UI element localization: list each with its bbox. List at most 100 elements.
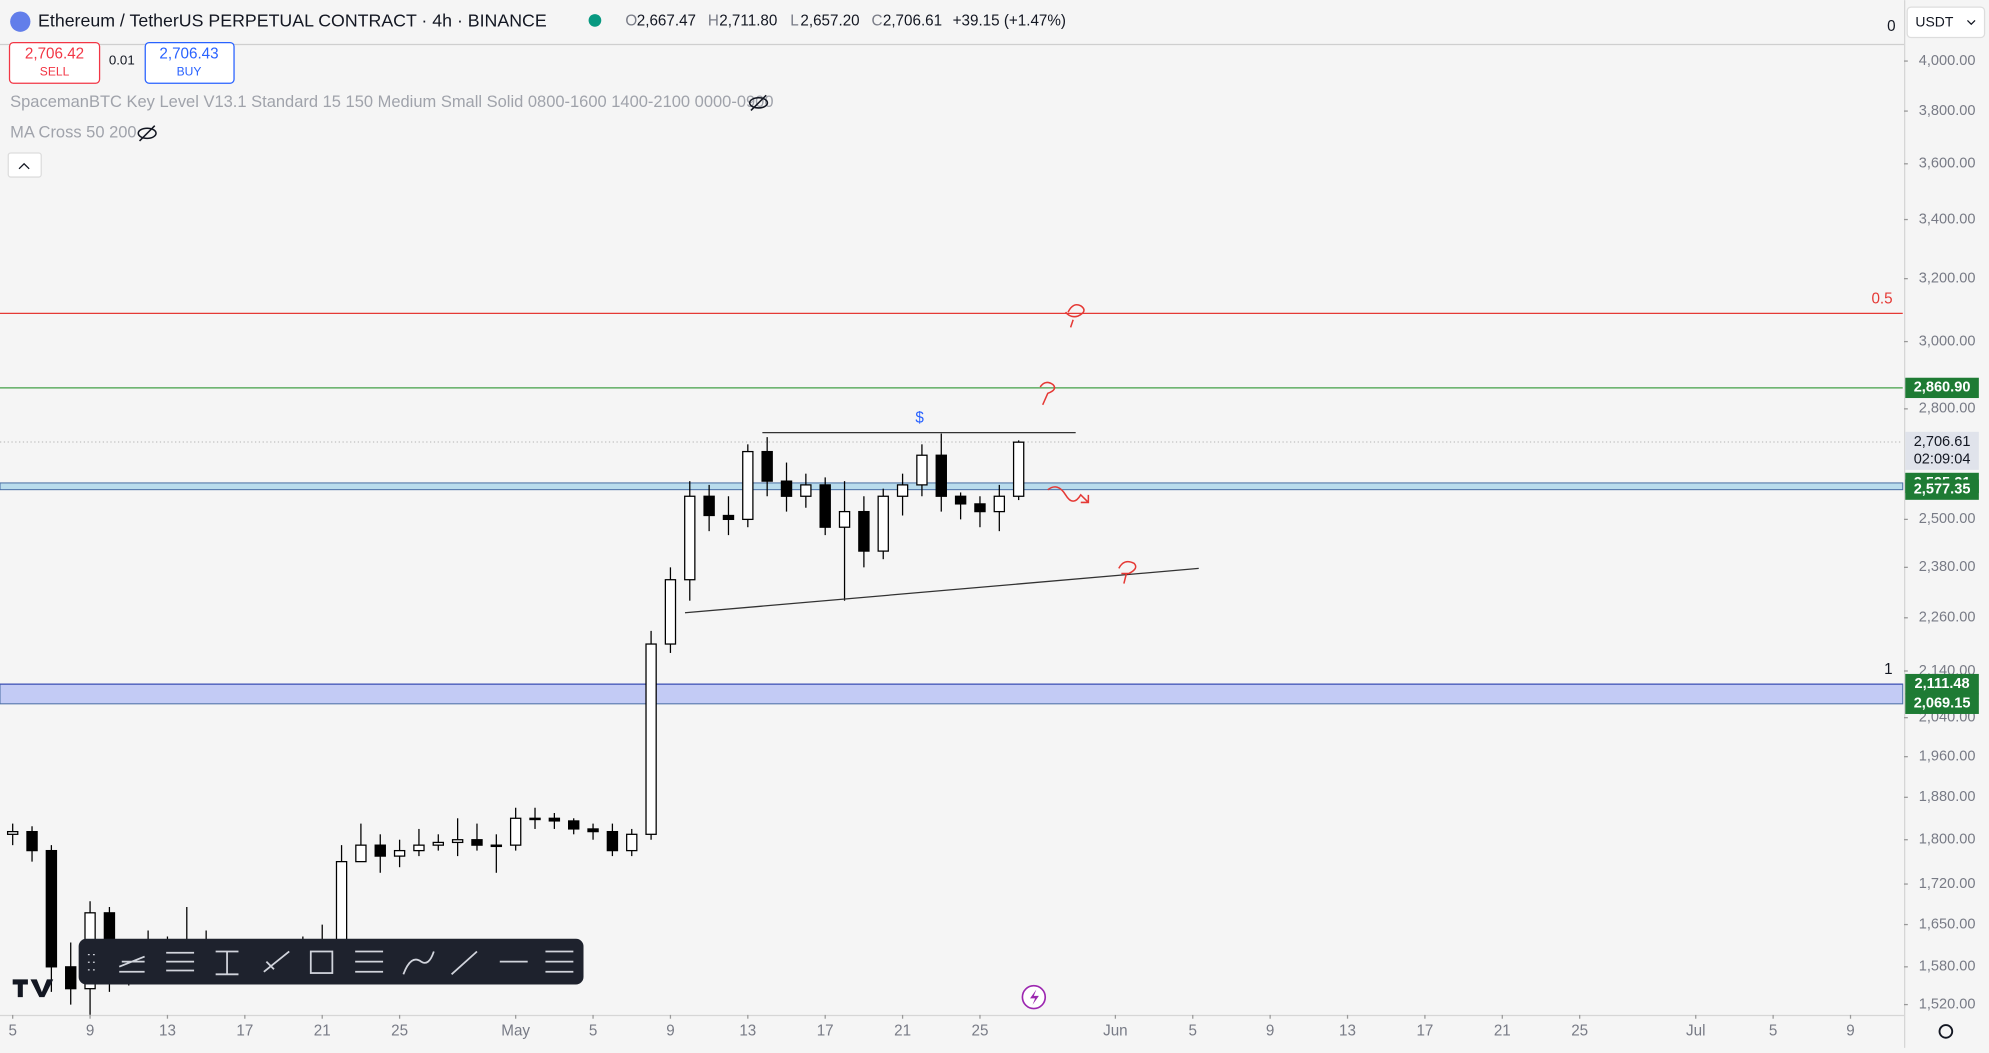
candle-body [393, 849, 406, 857]
y-tick-label: 1,580.00 [1919, 959, 1976, 975]
candle-body [819, 484, 831, 528]
y-tick-label: 3,000.00 [1919, 333, 1976, 349]
price-tag-label: 2,577.35 [1914, 482, 1971, 498]
settings-button[interactable] [1938, 1024, 1954, 1039]
drag-handle[interactable] [87, 954, 95, 971]
collapse-icon[interactable] [18, 162, 30, 170]
x-tick-label: Jul [1686, 1022, 1705, 1039]
tool-icon[interactable] [166, 951, 195, 972]
candle-body [954, 495, 967, 505]
sell-button[interactable] [8, 41, 101, 84]
x-tick-label: 13 [159, 1022, 176, 1039]
price-tag-label: 2,069.15 [1914, 696, 1971, 712]
x-tick-label: 21 [894, 1022, 911, 1039]
tool-icon[interactable] [263, 950, 290, 973]
x-tick-label: 21 [1494, 1022, 1511, 1039]
x-tick-label: 25 [391, 1022, 408, 1039]
candle-body [45, 849, 58, 968]
y-tick-label: 3,600.00 [1919, 156, 1976, 172]
price-tag [1905, 377, 1979, 399]
tool-icon[interactable] [402, 951, 435, 975]
candle-body [509, 817, 522, 846]
candle-body [413, 844, 425, 852]
y-tick-label: 3,400.00 [1919, 211, 1976, 227]
candle-body [355, 844, 367, 863]
candle-body [645, 643, 657, 835]
market-status[interactable] [588, 14, 602, 27]
candle-body [432, 841, 444, 846]
candle-body [722, 514, 735, 521]
currency[interactable]: USDT [1915, 14, 1953, 30]
hide-icon[interactable] [748, 94, 769, 112]
logo[interactable] [12, 979, 54, 998]
candle-body [974, 503, 986, 513]
indicator[interactable]: MA Cross 50 200 [10, 124, 136, 142]
x-tick-label: 9 [1266, 1022, 1274, 1039]
x-tick-label: 25 [971, 1022, 988, 1039]
buy-price[interactable]: 2,706.43 [159, 46, 218, 63]
scale-mode[interactable]: 0 [1887, 18, 1895, 35]
tool-icon[interactable] [355, 950, 384, 973]
candle-body [838, 510, 851, 528]
y-tick-label: 2,500.00 [1919, 511, 1976, 527]
candle-body [490, 844, 503, 848]
zone [0, 482, 1904, 491]
x-tick-label: 5 [1769, 1022, 1777, 1039]
x-tick-label: 17 [236, 1022, 253, 1039]
x-tick-label: 9 [1846, 1022, 1854, 1039]
level-label: 1 [1884, 661, 1892, 678]
y-tick-label: 4,000.00 [1919, 53, 1976, 69]
candle-body [374, 844, 386, 857]
ohlc-key: O [625, 13, 637, 30]
candle-body [664, 579, 677, 645]
scribble [1039, 381, 1056, 406]
level-label: 0.5 [1871, 290, 1892, 307]
currency-button[interactable] [1906, 6, 1986, 39]
buy-label[interactable]: BUY [177, 65, 202, 79]
candle-body [1012, 441, 1025, 497]
scribble [1047, 486, 1090, 504]
annotation: $ [915, 410, 924, 427]
ohlc-key: C [871, 13, 882, 30]
tool-icon[interactable] [215, 950, 239, 976]
candle-body [935, 454, 947, 497]
lightning-icon[interactable] [1030, 989, 1039, 1005]
x-tick-label: 21 [314, 1022, 331, 1039]
price-tag-label: 2,111.48 [1914, 676, 1969, 692]
toolbar [78, 938, 584, 985]
hide-icon[interactable] [137, 125, 157, 142]
y-tick-label: 2,380.00 [1919, 559, 1976, 575]
countdown: 02:09:04 [1914, 452, 1971, 468]
candle-body [451, 839, 464, 844]
x-tick-label: 5 [1189, 1022, 1197, 1039]
candle-body [742, 450, 754, 521]
underlay: 0.51 [0, 290, 1904, 705]
x-tick-label: 25 [1571, 1022, 1588, 1039]
indicator[interactable]: SpacemanBTC Key Level V13.1 Standard 15 … [10, 93, 773, 111]
candle-body [684, 495, 696, 581]
candle-body [6, 830, 19, 835]
dropdown-icon[interactable] [1966, 19, 1976, 26]
candles [6, 433, 1025, 1015]
zone [0, 683, 1904, 705]
y-tick-label: 1,880.00 [1919, 789, 1976, 805]
tool-icon[interactable] [450, 950, 478, 975]
tool-icon[interactable] [309, 950, 334, 974]
buy-button[interactable] [144, 41, 235, 84]
quantity[interactable]: 0.01 [109, 53, 135, 68]
tool-icon[interactable] [118, 955, 145, 973]
price-tag [1905, 673, 1979, 695]
scribble [1118, 560, 1137, 584]
sell-label[interactable]: SELL [40, 65, 70, 79]
x-tick-label: 13 [1339, 1022, 1356, 1039]
candle-body [606, 830, 619, 852]
x-tick-label: 9 [86, 1022, 94, 1039]
drawing-toolbar [78, 938, 584, 985]
ohlc-value: 2,657.20 [800, 13, 859, 30]
tool-icon[interactable] [545, 950, 574, 973]
price-tag [1905, 479, 1979, 500]
candle-body [548, 817, 561, 822]
sell-price[interactable]: 2,706.42 [25, 46, 84, 63]
candle-body [587, 828, 599, 833]
scribble [1064, 304, 1085, 328]
